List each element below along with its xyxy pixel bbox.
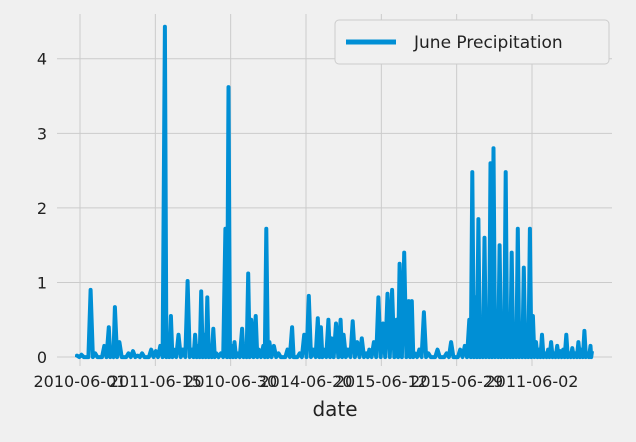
grid <box>57 14 612 366</box>
x-tick-label: 2011-06-15 <box>109 372 202 391</box>
x-axis-ticks: 2010-06-012011-06-152010-06-302014-06-20… <box>34 372 579 391</box>
x-tick-label: 2010-06-01 <box>34 372 127 391</box>
y-tick-label: 0 <box>37 348 47 367</box>
x-tick-label: 2011-06-02 <box>486 372 579 391</box>
series-path-june-precipitation <box>75 24 594 360</box>
series-line <box>75 24 594 360</box>
legend-box <box>334 19 610 65</box>
y-axis-ticks: 0 1 2 3 4 <box>37 50 47 367</box>
y-tick-label: 3 <box>37 124 47 143</box>
x-axis-title: date <box>312 397 357 421</box>
legend: June Precipitation <box>334 19 610 65</box>
y-tick-label: 4 <box>37 50 47 69</box>
y-tick-label: 2 <box>37 199 47 218</box>
x-tick-label: 2014-06-20 <box>260 372 353 391</box>
x-tick-label: 2015-06-12 <box>335 372 428 391</box>
y-tick-label: 1 <box>37 273 47 292</box>
x-tick-label: 2010-06-30 <box>184 372 277 391</box>
legend-label: June Precipitation <box>413 33 563 53</box>
x-tick-label: 2015-06-29 <box>410 372 503 391</box>
